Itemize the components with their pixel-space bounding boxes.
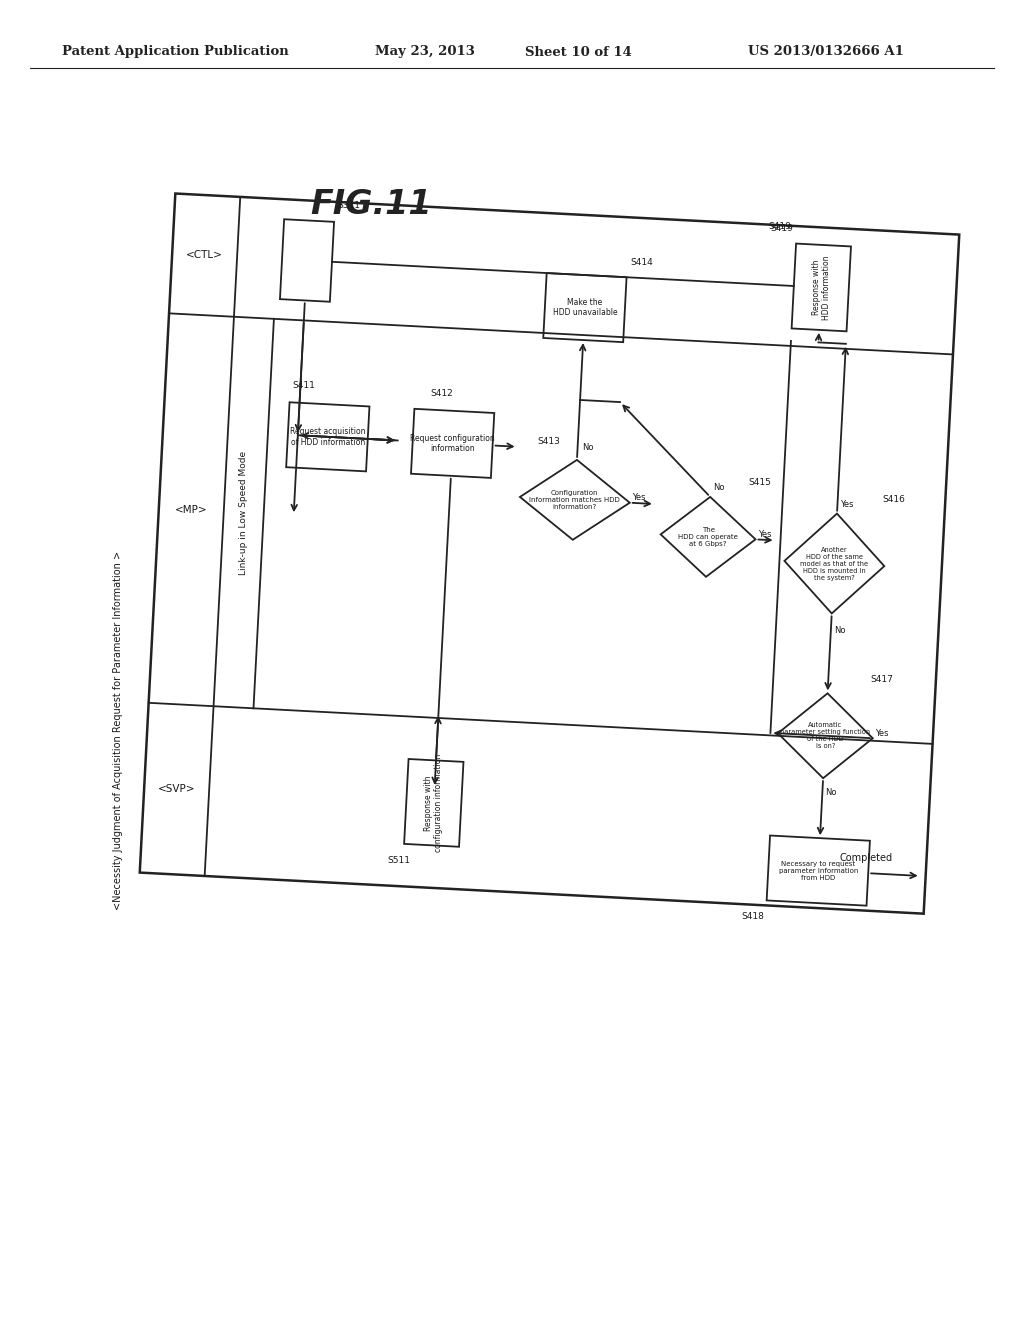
Text: Request acquisition
of HDD information: Request acquisition of HDD information (290, 428, 366, 446)
Bar (139, 194, 959, 913)
Text: Yes: Yes (876, 729, 889, 738)
Text: Automatic
parameter setting function
of the HDD
is on?: Automatic parameter setting function of … (780, 722, 870, 750)
Text: <CTL>: <CTL> (185, 249, 222, 260)
Text: Link-up in Low Speed Mode: Link-up in Low Speed Mode (240, 450, 248, 574)
Text: No: No (825, 788, 837, 797)
Text: <MP>: <MP> (174, 504, 207, 515)
Text: S419: S419 (771, 224, 794, 234)
Text: Yes: Yes (758, 529, 771, 539)
Text: S414: S414 (630, 259, 653, 268)
Bar (544, 273, 627, 342)
Polygon shape (784, 513, 885, 614)
Text: S412: S412 (430, 388, 453, 397)
Bar (411, 409, 495, 478)
Text: S418: S418 (741, 912, 764, 921)
Polygon shape (660, 496, 756, 577)
Text: May 23, 2013: May 23, 2013 (375, 45, 475, 58)
Text: S416: S416 (883, 495, 905, 504)
Text: Make the
HDD unavailable: Make the HDD unavailable (553, 298, 617, 317)
Text: S413: S413 (538, 437, 560, 446)
Text: S411: S411 (292, 381, 315, 391)
Text: Completed: Completed (840, 853, 893, 863)
Text: No: No (714, 483, 725, 492)
Text: S511: S511 (387, 855, 410, 865)
Text: <SVP>: <SVP> (158, 784, 195, 795)
Text: S417: S417 (870, 675, 894, 684)
Text: Yes: Yes (632, 494, 645, 503)
Bar (286, 403, 370, 471)
Bar (792, 244, 851, 331)
Text: S415: S415 (749, 478, 771, 487)
Text: Response with
HDD information: Response with HDD information (812, 255, 831, 319)
Polygon shape (520, 459, 630, 540)
Text: The
HDD can operate
at 6 Gbps?: The HDD can operate at 6 Gbps? (678, 527, 738, 546)
Polygon shape (778, 693, 872, 779)
Text: S419: S419 (769, 222, 792, 231)
Bar (767, 836, 870, 906)
Text: S311: S311 (338, 201, 360, 210)
Text: Necessary to request
parameter information
from HDD: Necessary to request parameter informati… (778, 861, 858, 880)
Text: Patent Application Publication: Patent Application Publication (62, 45, 289, 58)
Text: Request configuration
information: Request configuration information (411, 434, 495, 453)
Text: Yes: Yes (841, 500, 854, 508)
Text: Configuration
Information matches HDD
information?: Configuration Information matches HDD in… (529, 490, 621, 510)
Text: Another
HDD of the same
model as that of the
HDD is mounted in
the system?: Another HDD of the same model as that of… (801, 546, 868, 581)
Text: US 2013/0132666 A1: US 2013/0132666 A1 (748, 45, 904, 58)
Text: FIG.11: FIG.11 (310, 189, 432, 222)
Bar (280, 219, 334, 302)
Text: No: No (583, 444, 594, 453)
Text: Response with
configuration information: Response with configuration information (424, 754, 443, 851)
Text: <Necessity Judgment of Acquisition Request for Parameter Information >: <Necessity Judgment of Acquisition Reque… (113, 550, 123, 909)
Bar (404, 759, 464, 846)
Text: Sheet 10 of 14: Sheet 10 of 14 (525, 45, 632, 58)
Text: No: No (835, 626, 846, 635)
